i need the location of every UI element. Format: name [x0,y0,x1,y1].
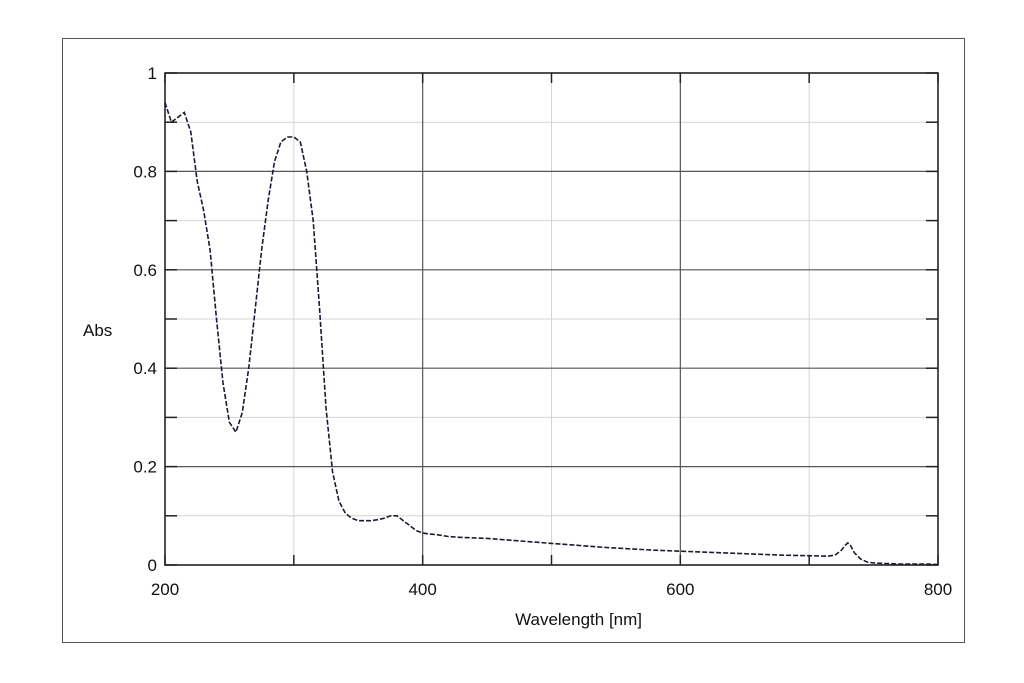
absorbance-series-line [164,102,939,566]
x-tick-label: 800 [924,580,952,599]
x-tick-label: 600 [666,580,694,599]
y-axis-label: Abs [83,321,112,340]
y-tick-label: 0.6 [133,261,157,280]
y-tick-label: 0 [148,556,157,575]
x-tick-label: 400 [408,580,436,599]
grid [164,72,939,566]
axis-ticks [164,72,939,566]
chart-frame: 200 400 600 800 0 0.2 0.4 0.6 0.8 1 Wavelength [n… [62,38,965,643]
y-tick-label: 1 [148,64,157,83]
tick-labels: 200 400 600 800 0 0.2 0.4 0.6 0.8 1 [133,64,952,599]
x-axis-label: Wavelength [nm] [515,610,642,629]
y-tick-label: 0.8 [133,162,157,181]
y-tick-label: 0.2 [133,458,157,477]
x-tick-label: 200 [151,580,179,599]
absorbance-chart: 200 400 600 800 0 0.2 0.4 0.6 0.8 1 Wavelength [n… [83,64,952,629]
y-tick-label: 0.4 [133,359,157,378]
